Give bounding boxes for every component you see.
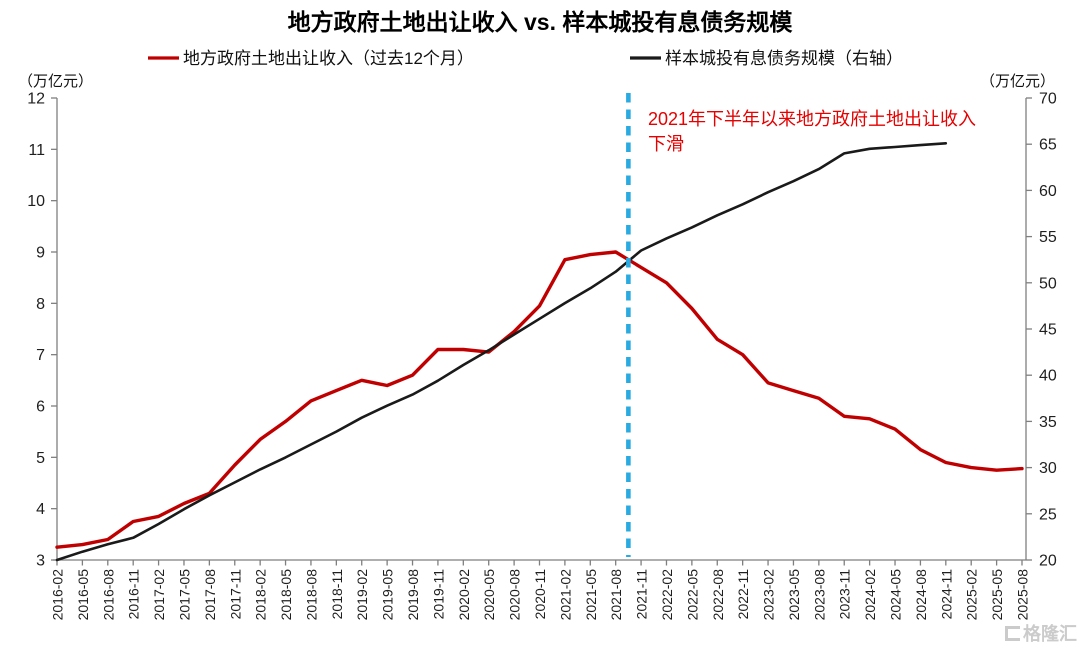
x-axis-tick-label: 2016-11 <box>126 569 142 620</box>
chart-title: 地方政府土地出让收入 vs. 样本城投有息债务规模 <box>288 9 794 35</box>
x-axis-tick-label: 2018-08 <box>303 569 319 621</box>
right-axis-tick-label: 45 <box>1039 322 1057 339</box>
legend-label-debt: 样本城投有息债务规模（右轴） <box>665 49 903 68</box>
x-axis-tick-label: 2025-05 <box>989 569 1005 621</box>
left-axis-tick-label: 3 <box>36 553 45 570</box>
series-line-land-revenue <box>55 250 1024 549</box>
x-axis-tick-label: 2016-05 <box>75 569 91 621</box>
x-axis-tick-label: 2017-08 <box>202 569 218 621</box>
data-series <box>55 142 1024 562</box>
right-axis-tick-label: 35 <box>1039 414 1057 431</box>
gelonghui-logo-icon <box>1005 625 1020 641</box>
legend: 地方政府土地出让收入（过去12个月） 样本城投有息债务规模（右轴） <box>148 49 903 68</box>
left-axis-tick-label: 10 <box>27 193 45 210</box>
x-axis-tick-label: 2019-11 <box>430 569 446 620</box>
legend-label-land-revenue: 地方政府土地出让收入（过去12个月） <box>183 49 474 68</box>
x-axis-tick-label: 2020-05 <box>481 569 497 621</box>
left-axis-tick-label: 8 <box>36 296 45 313</box>
left-axis-tick-label: 7 <box>36 347 45 364</box>
x-axis-tick-label: 2024-05 <box>888 569 904 621</box>
left-axis-tick-label: 6 <box>36 399 45 416</box>
right-axis-tick-label: 50 <box>1039 275 1057 292</box>
x-axis-tick-label: 2018-05 <box>278 569 294 621</box>
x-axis-tick-label: 2025-02 <box>964 569 980 621</box>
right-axis-tick-label: 60 <box>1039 183 1057 200</box>
x-axis-tick-label: 2025-08 <box>1015 569 1031 621</box>
x-axis-tick-label: 2019-08 <box>405 569 421 621</box>
left-axis-tick-label: 9 <box>36 245 45 262</box>
x-axis-tick-label: 2017-02 <box>151 569 167 621</box>
annotation: 2021年下半年以来地方政府土地出让收入 下滑 <box>648 109 976 154</box>
right-axis-tick-label: 70 <box>1039 91 1057 108</box>
x-axis-tick-label: 2022-02 <box>659 569 675 621</box>
annotation-line-2: 下滑 <box>648 134 684 154</box>
x-axis-tick-label: 2018-11 <box>329 569 345 620</box>
x-axis-tick-label: 2024-11 <box>938 569 954 620</box>
x-axis-tick-label: 2021-08 <box>608 569 624 621</box>
left-axis-tick-label: 4 <box>36 501 45 518</box>
x-axis-tick-label: 2019-05 <box>380 569 396 621</box>
x-axis-tick-label: 2020-11 <box>532 569 548 620</box>
axes: 121110987654370656055504540353025202016-… <box>27 91 1057 621</box>
right-axis-tick-label: 20 <box>1039 553 1057 570</box>
x-axis-tick-label: 2023-02 <box>761 569 777 621</box>
x-axis-tick-label: 2020-02 <box>456 569 472 621</box>
left-axis-unit: （万亿元） <box>18 73 93 90</box>
right-axis-tick-label: 40 <box>1039 368 1057 385</box>
series-line-debt <box>55 142 948 562</box>
right-axis-tick-label: 25 <box>1039 506 1057 523</box>
x-axis-tick-label: 2021-05 <box>583 569 599 621</box>
x-axis-tick-label: 2023-08 <box>811 569 827 621</box>
annotation-line-1: 2021年下半年以来地方政府土地出让收入 <box>648 109 976 129</box>
gelonghui-watermark: 格隆汇 <box>1005 620 1077 646</box>
x-axis-tick-label: 2017-05 <box>176 569 192 621</box>
x-axis-tick-label: 2023-05 <box>786 569 802 621</box>
right-axis-tick-label: 30 <box>1039 460 1057 477</box>
x-axis-tick-label: 2024-02 <box>862 569 878 621</box>
x-axis-tick-label: 2019-02 <box>354 569 370 621</box>
right-axis-unit: （万亿元） <box>980 73 1055 90</box>
x-axis-tick-label: 2018-02 <box>253 569 269 621</box>
left-axis-tick-label: 12 <box>27 91 45 108</box>
x-axis-tick-label: 2021-02 <box>557 569 573 621</box>
x-axis-tick-label: 2016-08 <box>100 569 116 621</box>
x-axis-tick-label: 2020-08 <box>507 569 523 621</box>
right-axis-tick-label: 55 <box>1039 229 1057 246</box>
right-axis-tick-label: 65 <box>1039 137 1057 154</box>
x-axis-tick-label: 2016-02 <box>50 569 66 621</box>
left-axis-tick-label: 5 <box>36 450 45 467</box>
gelonghui-watermark-text: 格隆汇 <box>1023 624 1077 644</box>
x-axis-tick-label: 2024-08 <box>913 569 929 621</box>
left-axis-tick-label: 11 <box>28 142 45 159</box>
x-axis-tick-label: 2022-05 <box>684 569 700 621</box>
x-axis-tick-label: 2022-11 <box>735 569 751 620</box>
x-axis-tick-label: 2022-08 <box>710 569 726 621</box>
x-axis-tick-label: 2023-11 <box>837 569 853 620</box>
x-axis-tick-label: 2017-11 <box>227 569 243 620</box>
x-axis-tick-label: 2021-11 <box>634 569 650 620</box>
